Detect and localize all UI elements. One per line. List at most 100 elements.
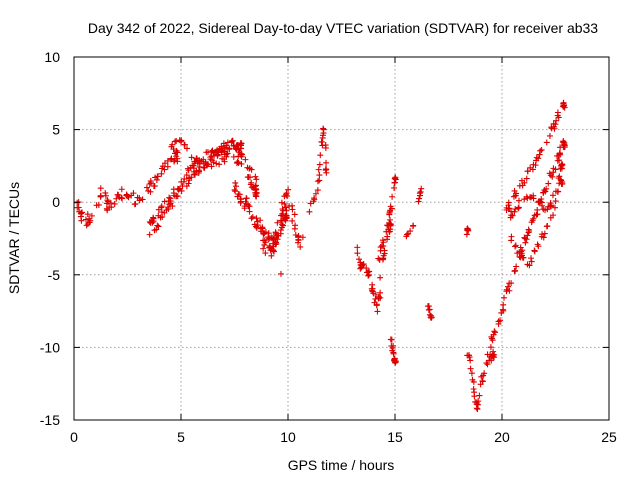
data-point-rise-14-15h [384,222,391,229]
data-point-rise-14-15h [387,203,394,210]
plot-area-frame [73,56,610,421]
data-point-morning-band [252,186,259,193]
data-point-rise-19-23h [523,236,530,243]
data-point-descent-21-23h [512,243,519,250]
data-point-cluster-18h [464,225,471,232]
data-point-noon-peak [196,157,203,164]
data-point-late-spread [289,206,296,213]
data-point-rise-19-23h [487,344,494,351]
data-point-morning-band [238,150,245,157]
data-point-rise-19-23h [503,286,510,293]
x-tick-label: 0 [70,429,78,445]
data-point-morning-band [164,204,171,211]
data-point-cluster-13-14h [369,288,376,295]
data-point-cluster-15-16h [416,195,423,202]
data-point-loop-21-23h [512,206,519,213]
y-tick-label: 10 [44,49,60,65]
data-point-morning-band [242,156,249,163]
x-tick-label: 25 [601,429,617,445]
data-point-afternoon-loops [269,240,276,247]
data-point-rise-19-23h [518,248,525,255]
data-point-noon-peak [170,146,177,153]
data-point-early-arc [153,176,160,183]
x-axis-label: GPS time / hours [288,457,395,473]
data-point-early-arc [84,211,91,218]
data-point-morning-band [234,158,241,165]
data-point-cluster-13-14h [368,285,375,292]
data-point-morning-band [159,213,166,220]
data-point-dip-15h [387,336,394,343]
data-point-loop-21-23h [511,208,518,215]
data-point-late-spread [272,239,279,246]
data-point-rise-14-15h [385,222,392,229]
x-tick-label: 10 [280,429,296,445]
data-point-morning-band [155,223,162,230]
data-point-rise-14-15h [380,243,387,250]
data-point-descent-21-23h [552,198,559,205]
data-point-cluster-16-5h [425,306,432,313]
data-point-noon-peak [233,146,240,153]
data-point-early-arc [87,217,94,224]
data-point-morning-band [209,147,216,154]
data-point-late-spread [260,245,267,252]
data-point-late-spread [274,236,281,243]
data-point-arc-20-23h [516,182,523,189]
data-point-cluster-15-16h [417,188,424,195]
data-point-late-spread [285,186,292,193]
data-point-morning-band [248,184,255,191]
data-point-descent-18-19h [465,352,472,359]
data-point-rise-19-23h [505,283,512,290]
data-point-rise-14-15h [389,193,396,200]
data-point-rise-19-23h [492,329,499,336]
data-point-afternoon-loops [254,222,261,229]
data-point-descent-18-19h [467,357,474,364]
data-point-noon-peak [214,152,221,159]
data-point-descent-21-23h [538,233,545,240]
data-point-loop-21-23h [515,205,522,212]
data-point-early-arc [139,196,146,203]
data-point-noon-peak [173,137,180,144]
data-point-ridge-11h [319,132,326,139]
data-point-dip-15h [392,359,399,366]
data-point-morning-band [244,174,251,181]
data-point-arc-20-23h [538,146,545,153]
grid [74,57,609,420]
data-point-afternoon-loops [235,191,242,198]
data-point-afternoon-loops [258,228,265,235]
data-point-morning-band [169,203,176,210]
data-point-morning-band [166,194,173,201]
data-point-cluster-13-14h [373,301,380,308]
y-tick-labels: -15 -10 -5 0 5 10 [40,49,60,428]
data-point-descent-18-19h [468,370,475,377]
data-point-descent-18-19h [489,352,496,359]
data-point-morning-band [210,159,217,166]
data-point-early-arc [164,157,171,164]
data-point-morning-band [186,177,193,184]
y-tick-label: -15 [40,412,60,428]
data-point-noon-peak [204,161,211,168]
data-point-ridge-11h [307,200,314,207]
data-point-morning-band [147,220,154,227]
data-point-ridge-11h [316,161,323,168]
data-point-cluster-15-16h [416,190,423,197]
data-point-arc-20-23h [553,117,560,124]
data-point-morning-band [178,187,185,194]
data-points [74,99,568,413]
data-point-loop-21-23h [539,202,546,209]
data-point-morning-band [216,161,223,168]
data-point-early-arc [134,194,141,201]
data-point-arc-20-23h [524,168,531,175]
data-point-descent-21-23h [554,188,561,195]
data-point-rise-19-23h [495,318,502,325]
data-point-rise-19-23h [491,328,498,335]
data-point-early-arc [146,180,153,187]
data-point-rise-19-23h [489,337,496,344]
data-point-cluster-13-14h [365,272,372,279]
data-point-cluster-13-14h [358,261,365,268]
data-point-rise-14-15h [377,244,384,251]
data-point-isolated-a [299,234,306,241]
data-point-rise-19-23h [550,169,557,176]
data-point-early-arc [151,182,158,189]
data-point-loop-21-23h [530,192,537,199]
data-point-morning-band [253,193,260,200]
